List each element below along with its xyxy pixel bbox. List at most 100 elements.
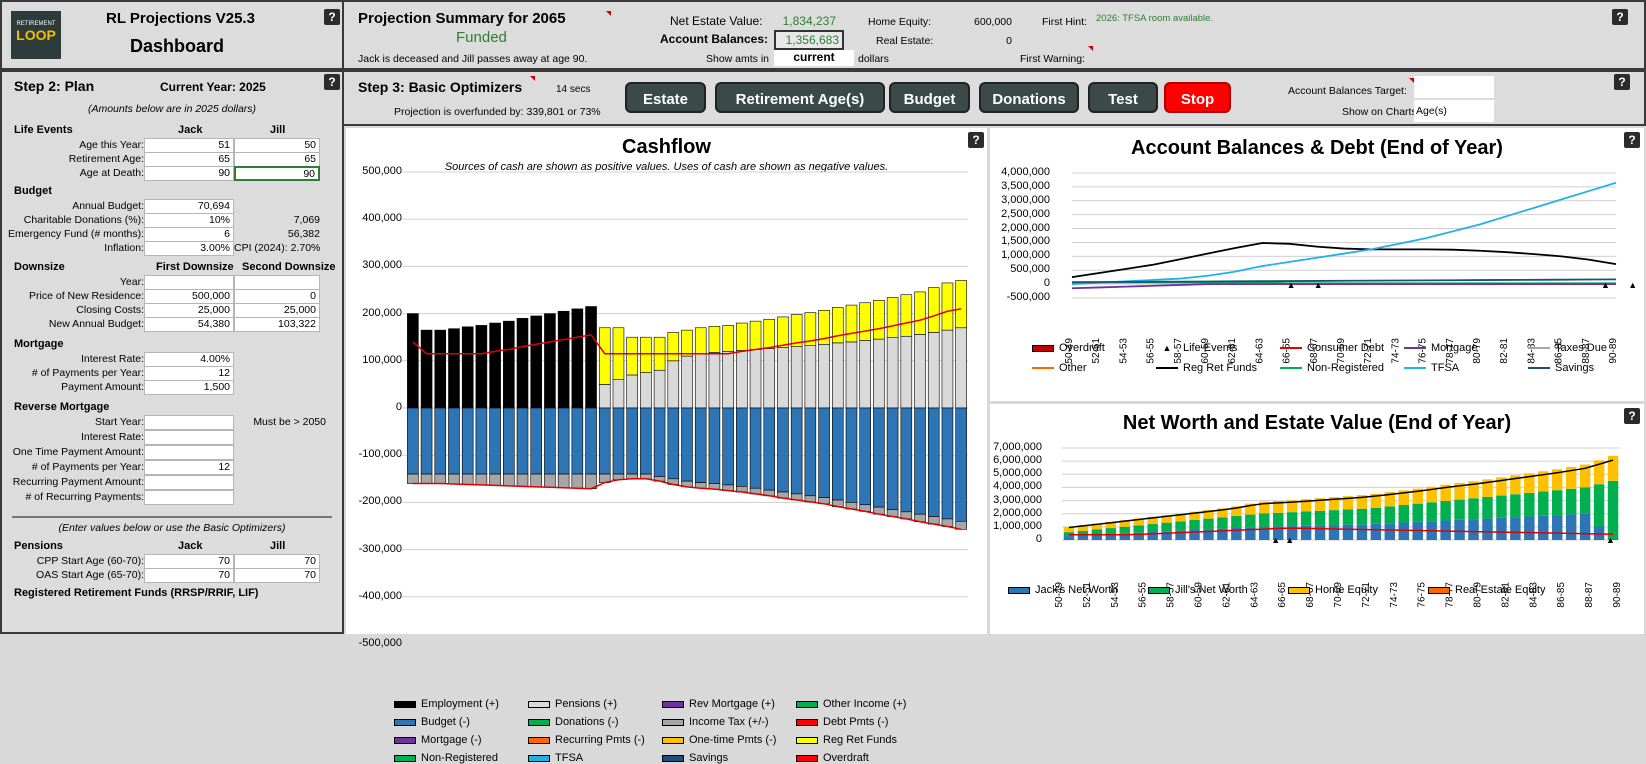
x-tick-label: 90-89 xyxy=(1612,582,1623,608)
help-icon[interactable]: ? xyxy=(324,9,340,25)
x-tick-label: 82-81 xyxy=(1500,582,1511,608)
life-event-jill[interactable]: 90 xyxy=(234,166,320,181)
reverse-value[interactable] xyxy=(144,490,234,505)
legend-swatch xyxy=(796,700,818,708)
y-tick-label: 7,000,000 xyxy=(993,441,1042,453)
cashflow-bar xyxy=(941,282,954,331)
home-equity-label: Home Equity: xyxy=(868,16,932,28)
downsize-second[interactable]: 0 xyxy=(234,289,320,304)
networth-bar xyxy=(1412,503,1423,522)
cashflow-bar xyxy=(777,316,789,348)
legend-swatch xyxy=(1288,586,1310,594)
budget-value[interactable]: 10% xyxy=(144,213,234,228)
cashflow-bar xyxy=(571,473,584,489)
downsize-first[interactable]: 25,000 xyxy=(144,303,234,318)
cashflow-bar xyxy=(681,407,693,482)
stop-button[interactable]: Stop xyxy=(1164,82,1231,113)
cashflow-bar xyxy=(736,322,748,351)
downsize-first[interactable]: 500,000 xyxy=(144,289,234,304)
reverse-note: Must be > 2050 xyxy=(253,416,326,428)
x-tick-label: 74-73 xyxy=(1390,338,1401,364)
budget-value[interactable]: 70,694 xyxy=(144,199,234,214)
life-event-jack[interactable]: 51 xyxy=(144,138,234,153)
reverse-value[interactable] xyxy=(144,445,234,460)
donations-button[interactable]: Donations xyxy=(979,82,1079,113)
life-event-jill[interactable]: 65 xyxy=(234,152,320,167)
x-tick-label: 56-55 xyxy=(1138,582,1149,608)
test-button[interactable]: Test xyxy=(1088,82,1158,113)
cashflow-bar xyxy=(763,348,776,409)
cashflow-bar xyxy=(927,287,940,333)
legend-label: Real Estate Equity xyxy=(1455,584,1546,596)
reverse-value[interactable] xyxy=(144,430,234,445)
mortgage-value[interactable]: 12 xyxy=(144,366,234,381)
networth-bar xyxy=(1119,526,1131,534)
legend-swatch xyxy=(662,736,684,744)
legend-item: Consumer Debt xyxy=(1280,342,1384,354)
networth-bar xyxy=(1426,486,1437,503)
networth-bar xyxy=(1231,506,1242,516)
life-event-jill[interactable]: 50 xyxy=(234,138,320,153)
networth-bar xyxy=(1551,490,1563,516)
budget-button[interactable]: Budget xyxy=(889,82,970,113)
reverse-value[interactable] xyxy=(144,415,234,430)
life-event-jack[interactable]: 65 xyxy=(144,152,234,167)
cashflow-bar xyxy=(640,372,652,409)
cashflow-bar xyxy=(407,473,419,484)
cashflow-bar xyxy=(516,407,529,475)
downsize-second[interactable] xyxy=(234,275,320,290)
pension-jill[interactable]: 70 xyxy=(234,568,320,583)
cashflow-bar xyxy=(585,306,597,409)
retirement-ages-button[interactable]: Retirement Age(s) xyxy=(715,82,885,113)
networth-bar xyxy=(1175,513,1186,522)
show-amts-select[interactable]: current xyxy=(774,50,854,66)
networth-bar xyxy=(1593,460,1605,485)
downsize-first[interactable]: 54,380 xyxy=(144,317,234,332)
estate-button[interactable]: Estate xyxy=(625,82,706,113)
help-icon[interactable]: ? xyxy=(1624,408,1640,424)
downsize-first[interactable] xyxy=(144,275,234,290)
y-tick-label: -300,000 xyxy=(358,542,402,555)
mortgage-value[interactable]: 1,500 xyxy=(144,380,234,395)
budget-value[interactable]: 6 xyxy=(144,227,234,242)
downsize-second[interactable]: 103,322 xyxy=(234,317,320,332)
budget-label: Emergency Fund (# months): xyxy=(8,228,144,240)
reverse-value[interactable] xyxy=(144,475,234,490)
life-event-marker: ▲ xyxy=(1606,535,1615,545)
account-target-input[interactable] xyxy=(1414,76,1494,98)
reverse-value[interactable]: 12 xyxy=(144,460,234,475)
help-icon[interactable]: ? xyxy=(1624,132,1640,148)
networth-bar xyxy=(1189,511,1200,520)
downsize-second[interactable]: 25,000 xyxy=(234,303,320,318)
cashflow-bar xyxy=(530,407,543,475)
cashflow-bar xyxy=(722,325,734,352)
pension-jack[interactable]: 70 xyxy=(144,568,234,583)
help-icon[interactable]: ? xyxy=(324,74,340,90)
mortgage-value[interactable]: 4.00% xyxy=(144,352,234,367)
legend-swatch xyxy=(662,700,684,708)
x-tick-label: 70-69 xyxy=(1336,338,1347,364)
y-tick-label: 2,000,000 xyxy=(993,506,1042,519)
help-icon[interactable]: ? xyxy=(968,132,984,148)
show-on-charts-select[interactable]: Age(s) xyxy=(1414,100,1494,122)
x-tick-label: 88-87 xyxy=(1581,338,1592,364)
help-icon[interactable]: ? xyxy=(1614,74,1630,90)
cashflow-bar xyxy=(845,407,858,503)
cashflow-bar xyxy=(681,329,693,357)
help-icon[interactable]: ? xyxy=(1612,9,1628,25)
budget-value[interactable]: 3.00% xyxy=(144,241,234,256)
legend-label: Savings xyxy=(689,752,729,764)
networth-bar xyxy=(1496,477,1507,496)
cashflow-bar xyxy=(640,407,652,475)
reverse-mortgage-heading: Reverse Mortgage xyxy=(14,401,110,413)
y-tick-label: -200,000 xyxy=(358,495,402,508)
mortgage-label: Interest Rate: xyxy=(80,353,144,365)
life-event-jack[interactable]: 90 xyxy=(144,166,234,181)
cashflow-bar xyxy=(831,307,844,344)
pension-jack[interactable]: 70 xyxy=(144,554,234,569)
networth-bar xyxy=(1496,517,1507,540)
legend-item: Employment (+) xyxy=(394,698,499,710)
pension-jill[interactable]: 70 xyxy=(234,554,320,569)
networth-bar xyxy=(1077,525,1089,531)
x-tick-label: 58-57 xyxy=(1166,582,1177,608)
